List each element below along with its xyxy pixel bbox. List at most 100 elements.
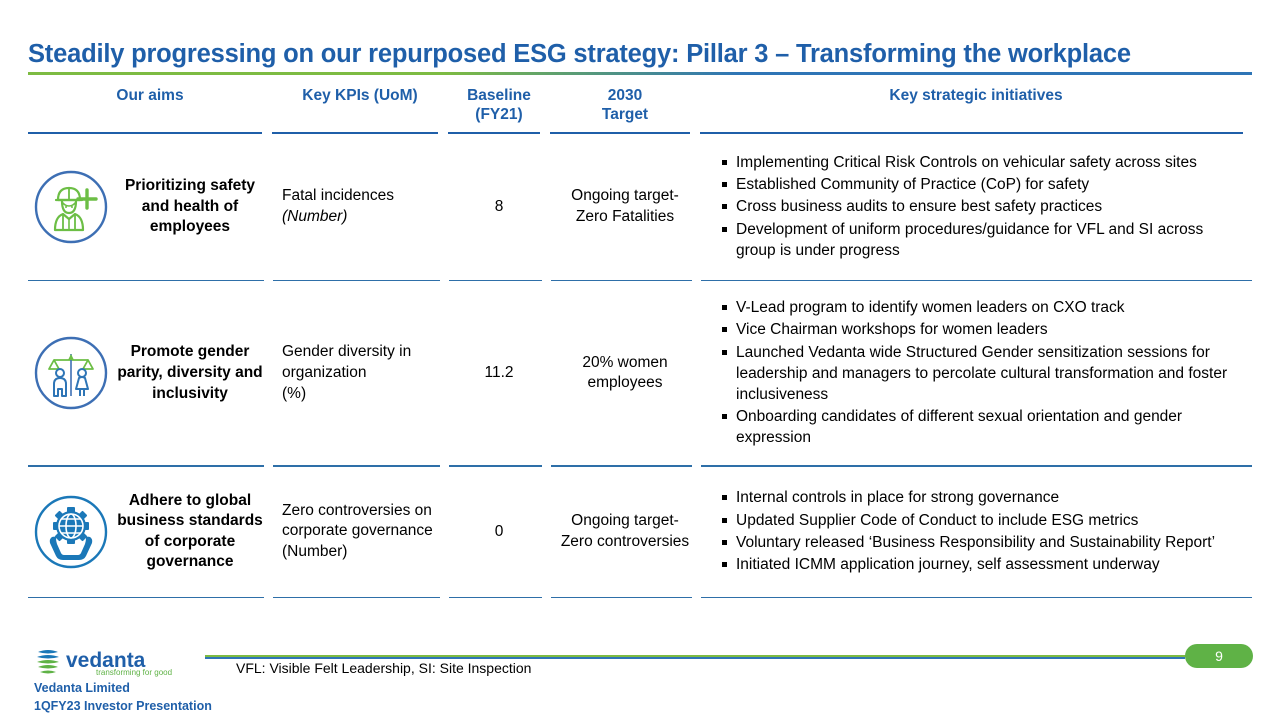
kpi-uom: (Number) (282, 208, 348, 225)
list-item: Implementing Critical Risk Controls on v… (722, 152, 1244, 173)
gender-parity-scale-icon (32, 334, 110, 412)
divider-seg-aims (28, 596, 264, 599)
footer-presentation-name: 1QFY23 Investor Presentation (34, 698, 212, 713)
column-header-key-kpis: Key KPIs (UoM) (272, 84, 448, 132)
divider-seg-kpi (273, 596, 440, 599)
kpi-name: Gender diversity in organization (282, 343, 412, 382)
list-item: Voluntary released ‘Business Responsibil… (722, 532, 1244, 553)
column-header-our-aims: Our aims (28, 84, 272, 132)
cell-baseline: 11.2 (484, 364, 514, 382)
list-item: Vice Chairman workshops for women leader… (722, 319, 1244, 340)
footer-company-name: Vedanta Limited (34, 681, 130, 695)
cell-key-kpi: Fatal incidences (Number) (272, 134, 448, 280)
divider-seg-target (551, 465, 692, 467)
page-title: Steadily progressing on our repurposed E… (28, 40, 1131, 68)
list-item: V-Lead program to identify women leaders… (722, 297, 1244, 318)
list-item: Updated Supplier Code of Conduct to incl… (722, 510, 1244, 531)
list-item: Internal controls in place for strong go… (722, 487, 1244, 508)
cell-2030-target: Ongoing target- Zero controversies (560, 512, 690, 550)
divider-seg-initiatives (701, 280, 1252, 282)
initiatives-list: Internal controls in place for strong go… (706, 487, 1244, 576)
list-item: Launched Vedanta wide Structured Gender … (722, 342, 1244, 406)
svg-text:transforming for good: transforming for good (96, 668, 172, 677)
column-header-target-line2: Target (601, 106, 649, 124)
footer-rule-blue (205, 657, 1185, 659)
slide-title-block: Steadily progressing on our repurposed E… (28, 40, 1252, 76)
kpi-name: Zero controversies on corporate governan… (282, 501, 433, 540)
initiatives-list: V-Lead program to identify women leaders… (706, 297, 1244, 450)
divider-seg-baseline (449, 465, 542, 467)
divider-seg-kpi (273, 465, 440, 467)
esg-pillar-table: Our aims Key KPIs (UoM) Baseline (FY21) … (28, 84, 1252, 599)
list-item: Development of uniform procedures/guidan… (722, 219, 1244, 261)
cell-initiatives: V-Lead program to identify women leaders… (700, 281, 1252, 465)
aim-text: Adhere to global business standards of c… (117, 491, 263, 571)
table-row: Promote gender parity, diversity and inc… (28, 281, 1252, 465)
column-header-2030-target: 2030 Target (550, 84, 700, 132)
svg-text:vedanta: vedanta (66, 649, 146, 672)
table-row: Adhere to global business standards of c… (28, 467, 1252, 597)
divider-gap (692, 597, 701, 598)
divider-seg-aims (28, 465, 264, 467)
cell-baseline: 0 (494, 522, 504, 540)
list-item: Initiated ICMM application journey, self… (722, 554, 1244, 575)
list-item: Onboarding candidates of different sexua… (722, 406, 1244, 448)
header-rule-seg-baseline (448, 132, 540, 134)
header-rule-seg-target (550, 132, 690, 134)
column-header-key-strategic-initiatives: Key strategic initiatives (700, 84, 1252, 132)
divider-seg-target (551, 596, 692, 599)
cell-key-kpi: Gender diversity in organization (%) (272, 281, 448, 465)
divider-gap (264, 597, 273, 598)
safety-worker-icon (32, 168, 110, 246)
header-rule (28, 132, 1252, 134)
cell-baseline: 8 (494, 197, 504, 215)
cell-initiatives: Implementing Critical Risk Controls on v… (700, 134, 1252, 280)
divider-seg-initiatives (701, 465, 1252, 467)
title-underline-rule (28, 72, 1252, 76)
header-rule-seg-initiatives (700, 132, 1243, 134)
cell-our-aims: Prioritizing safety and health of employ… (28, 134, 272, 280)
divider-seg-baseline (449, 280, 542, 282)
column-header-initiatives-label: Key strategic initiatives (889, 87, 1063, 104)
kpi-uom: (%) (282, 384, 307, 402)
footer-rule-green (205, 655, 1205, 657)
cell-initiatives: Internal controls in place for strong go… (700, 467, 1252, 597)
initiatives-list: Implementing Critical Risk Controls on v… (706, 152, 1244, 262)
divider-seg-baseline (449, 596, 542, 599)
cell-2030-target: Ongoing target- Zero Fatalities (571, 187, 679, 225)
footnote-abbreviations: VFL: Visible Felt Leadership, SI: Site I… (236, 660, 532, 676)
divider-seg-kpi (273, 280, 440, 282)
header-rule-seg-kpi (272, 132, 438, 134)
column-header-baseline: Baseline (FY21) (448, 84, 550, 132)
cell-our-aims: Adhere to global business standards of c… (28, 467, 272, 597)
footer-company-block: Vedanta Limited 1QFY23 Investor Presenta… (34, 680, 212, 716)
column-header-key-kpis-label: Key KPIs (UoM) (302, 87, 418, 104)
kpi-uom: (Number) (282, 543, 348, 561)
column-header-baseline-line1: Baseline (467, 87, 531, 104)
cell-2030-target: 20% women employees (582, 353, 668, 392)
aim-text: Prioritizing safety and health of employ… (124, 177, 256, 236)
list-item: Cross business audits to ensure best saf… (722, 196, 1244, 217)
header-rule-seg-aims (28, 132, 262, 134)
page-number-badge: 9 (1185, 644, 1253, 668)
divider-seg-aims (28, 280, 264, 282)
table-bottom-rule (28, 596, 1252, 599)
column-header-baseline-line2: (FY21) (475, 106, 523, 124)
column-header-target-line1: 2030 (607, 87, 643, 104)
divider-gap (440, 597, 449, 598)
list-item: Established Community of Practice (CoP) … (722, 174, 1244, 195)
kpi-name: Fatal incidences (282, 187, 395, 205)
cell-our-aims: Promote gender parity, diversity and inc… (28, 281, 272, 465)
column-header-our-aims-label: Our aims (116, 87, 184, 104)
cell-key-kpi: Zero controversies on corporate governan… (272, 467, 448, 597)
row-divider (28, 465, 1252, 467)
divider-seg-target (551, 280, 692, 282)
row-divider (28, 280, 1252, 282)
table-header-row: Our aims Key KPIs (UoM) Baseline (FY21) … (28, 84, 1252, 132)
table-row: Prioritizing safety and health of employ… (28, 134, 1252, 280)
aim-text: Promote gender parity, diversity and inc… (117, 343, 263, 402)
divider-gap (542, 597, 551, 598)
vedanta-logo: vedanta transforming for good (34, 645, 204, 679)
globe-in-hands-governance-icon (32, 493, 110, 571)
divider-seg-initiatives (701, 596, 1252, 599)
